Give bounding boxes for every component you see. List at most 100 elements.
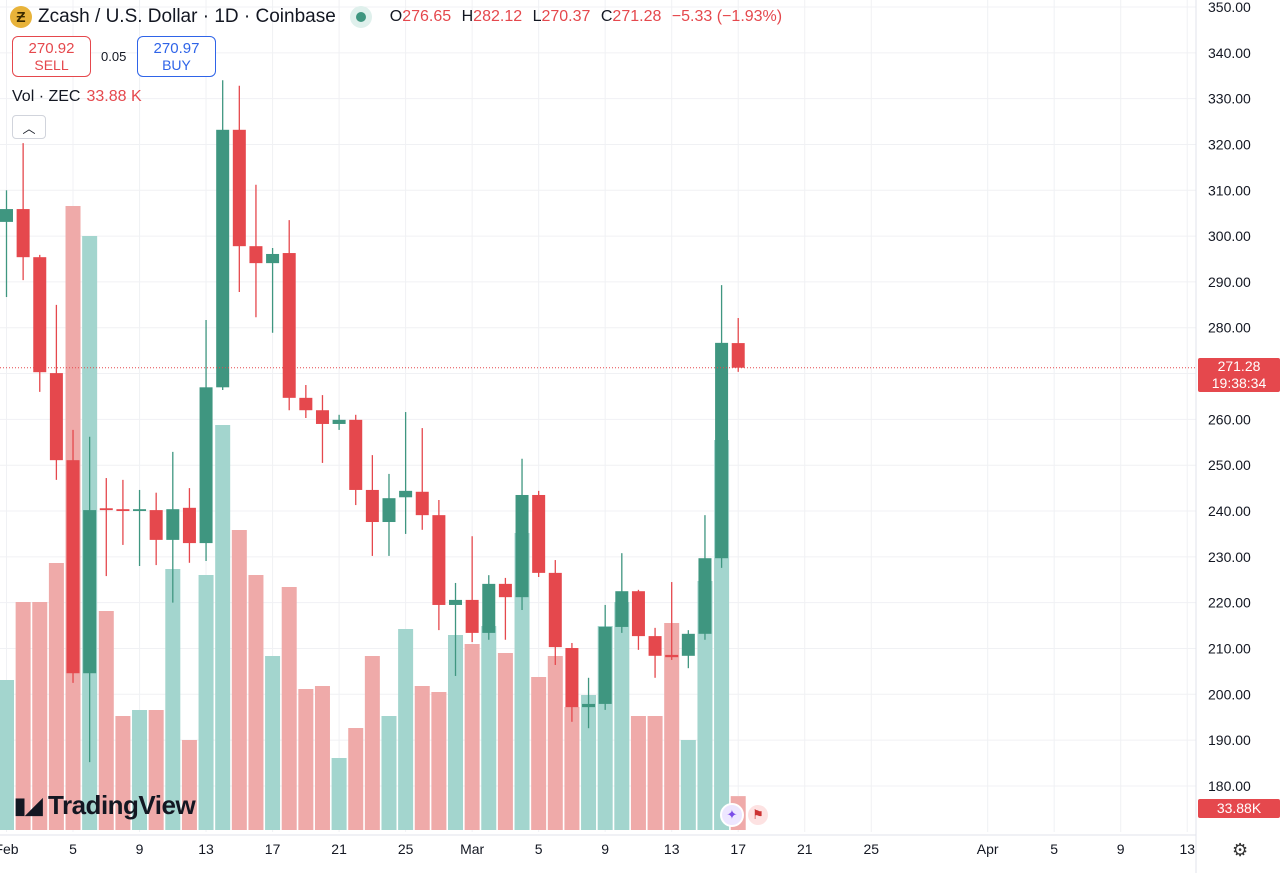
x-tick-label: 13 [664,841,680,857]
candle [349,414,363,506]
symbol-title[interactable]: Zcash / U.S. Dollar · 1D · Coinbase [38,6,336,27]
candle [232,85,246,293]
volume-bar [664,623,680,830]
volume-bar [381,716,397,830]
volume-bar [231,530,247,830]
event-badges[interactable]: ✦ ⚑ [720,803,770,827]
volume-bar [0,680,14,830]
candle [266,248,280,333]
volume-bar [398,629,414,830]
candle [216,80,230,391]
candle [465,536,479,643]
volume-bar [414,686,430,830]
volume-bar [630,716,646,830]
volume-bar [215,425,231,830]
x-tick-label: 25 [863,841,879,857]
candle [199,319,213,561]
volume-bar [348,728,364,830]
volume-bar [32,602,48,830]
volume-bar [314,686,330,830]
candle [648,627,662,678]
last-price-label: 271.28 19:38:34 [1198,358,1280,392]
volume-bar [132,710,148,830]
candle-body [349,419,363,490]
x-tick-label: 17 [730,841,746,857]
candle-body [548,572,562,648]
x-tick-label: 9 [601,841,609,857]
y-tick-label: 300.00 [1208,228,1251,244]
sparkle-icon[interactable]: ✦ [720,803,744,827]
candle-body [715,342,729,559]
candle-body [0,209,13,222]
change-value: −5.33 (−1.93%) [671,8,783,25]
candle-body [631,591,645,637]
volume-bar [680,740,696,830]
x-tick-label: 21 [331,841,347,857]
y-tick-label: 200.00 [1208,686,1251,702]
volume-bar [547,656,563,830]
volume-bar [448,635,464,830]
volume-bar [298,689,314,830]
candle-body [565,648,579,708]
zcash-logo-icon: Ƶ [10,6,32,28]
volume-bar [497,653,513,830]
y-tick-label: 290.00 [1208,274,1251,290]
volume-legend[interactable]: Vol · ZEC 33.88 K [12,88,142,105]
candle [299,385,313,419]
volume-bar [281,587,297,830]
candle-body [133,509,147,512]
candle [83,436,97,763]
x-tick-label: 13 [1179,841,1195,857]
candle [582,677,596,729]
candle [182,488,196,563]
candle-body [598,626,612,704]
x-tick-label: 13 [198,841,214,857]
candle [515,458,529,610]
candle-body [648,636,662,656]
candle-body [99,508,113,511]
volume-bar [148,710,164,830]
buy-price: 270.97 [153,39,200,57]
us-flag-icon[interactable]: ⚑ [746,803,770,827]
candle-body [465,599,479,633]
x-tick-label: Apr [977,841,999,857]
y-tick-label: 260.00 [1208,411,1251,427]
tradingview-mark-icon: ▮◢ [14,792,43,818]
volume-bar [248,575,264,830]
candle [66,429,80,683]
candle-body [299,397,313,411]
candle-body [66,460,80,674]
y-tick-label: 190.00 [1208,732,1251,748]
candle-body [249,246,263,264]
candle [116,479,130,545]
candle [698,515,712,640]
candle [149,492,163,566]
candle-body [382,498,396,523]
candle [16,143,30,281]
gear-icon[interactable]: ⚙ [1232,840,1249,860]
ohlc-readout: O276.65 H282.12 L270.37 C271.28 −5.33 (−… [389,8,783,25]
volume-bar [115,716,131,830]
candle-body [282,253,296,398]
volume-bar [198,575,214,830]
collapse-legend-button[interactable]: ︿ [12,115,46,139]
sell-button[interactable]: 270.92 SELL [12,36,91,77]
candle-body [199,387,213,544]
market-status-icon[interactable] [349,6,372,28]
buy-button[interactable]: 270.97 BUY [137,36,216,77]
candle-body [266,253,280,264]
candle [365,455,379,556]
tradingview-logo[interactable]: ▮◢ TradingView [14,790,196,820]
candle-body [532,494,546,573]
y-tick-label: 320.00 [1208,136,1251,152]
sell-label: SELL [34,56,69,73]
volume-bar [647,716,663,830]
volume-bar [531,677,547,830]
bar-countdown: 19:38:34 [1211,375,1267,391]
candle [33,254,47,392]
candle [498,577,512,640]
candle [615,553,629,633]
candle-body [665,654,679,658]
volume-bar [181,740,197,830]
